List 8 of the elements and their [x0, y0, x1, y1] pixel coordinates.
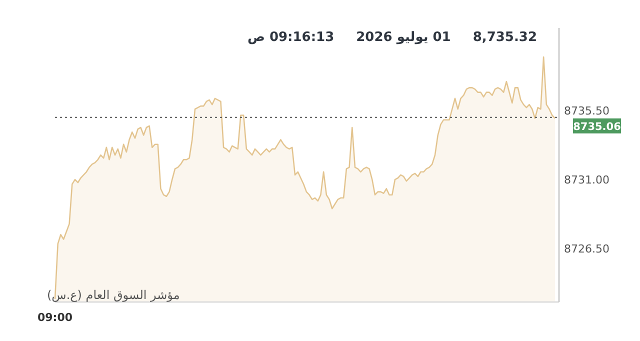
- y-tick-label: 8735.50: [564, 104, 610, 118]
- annotation: 8,735.32: [472, 30, 537, 45]
- ref-line-label: 8735.06: [573, 120, 621, 133]
- annotation: 01 يوليو 2026: [356, 30, 451, 45]
- y-tick-label: 8731.00: [564, 174, 610, 187]
- annotation: 09:16:13 ص: [247, 30, 334, 45]
- x-tick-label: 09:00: [37, 311, 73, 324]
- y-tick-label: 8726.50: [564, 242, 610, 256]
